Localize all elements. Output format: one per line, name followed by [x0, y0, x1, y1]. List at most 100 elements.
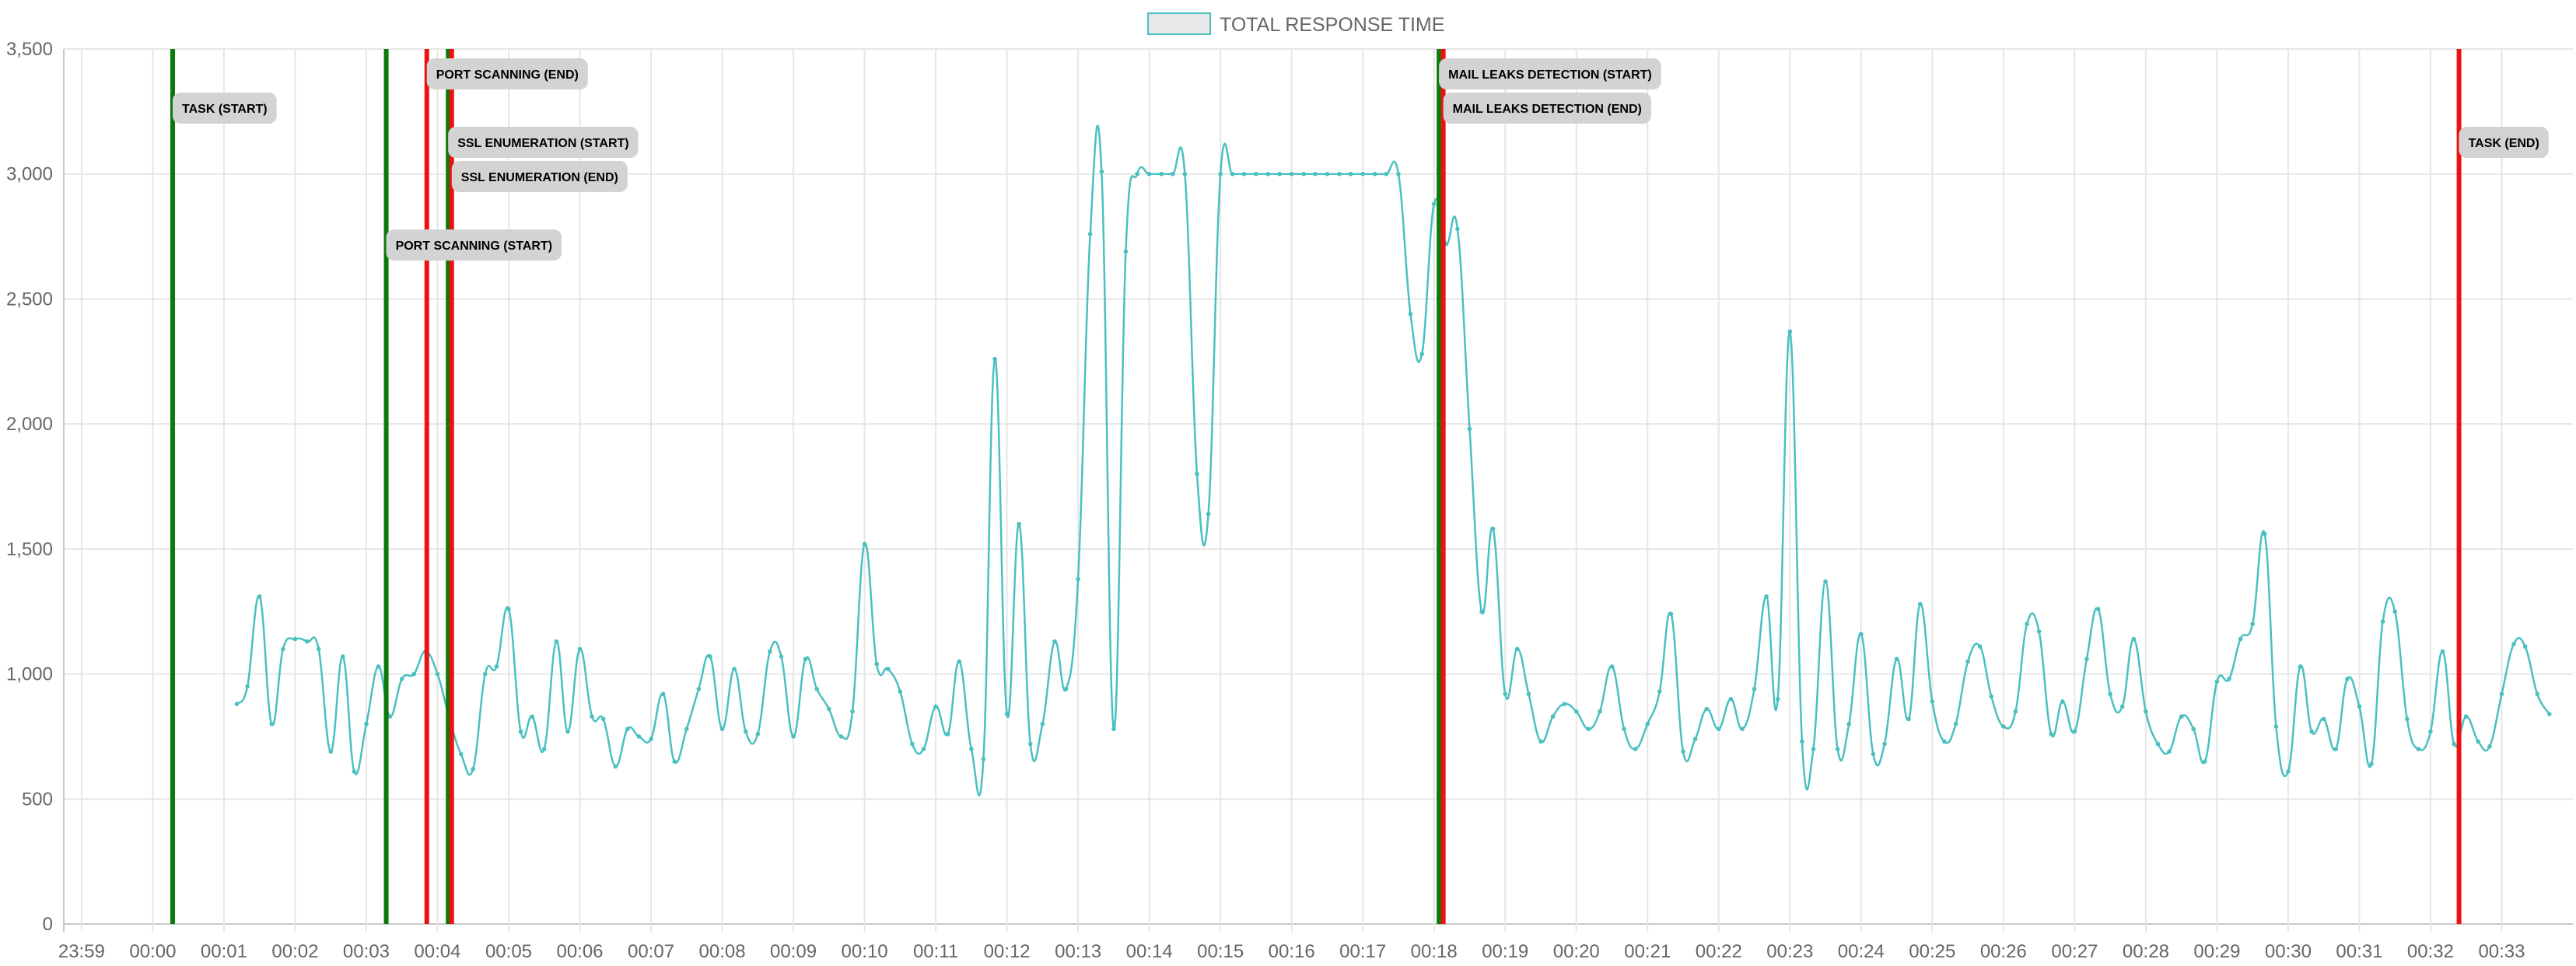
- data-point[interactable]: [1455, 226, 1460, 232]
- data-point[interactable]: [577, 646, 583, 652]
- data-point[interactable]: [1040, 722, 1045, 726]
- data-point[interactable]: [1111, 726, 1116, 732]
- data-point[interactable]: [1182, 171, 1188, 177]
- data-point[interactable]: [732, 667, 737, 671]
- data-point[interactable]: [1930, 699, 1935, 704]
- data-point[interactable]: [1514, 646, 1520, 652]
- data-point[interactable]: [257, 594, 262, 599]
- data-point[interactable]: [316, 646, 321, 652]
- data-point[interactable]: [2108, 691, 2112, 697]
- data-point[interactable]: [1431, 201, 1437, 207]
- data-point[interactable]: [2380, 619, 2385, 624]
- data-point[interactable]: [1313, 171, 1318, 177]
- data-point[interactable]: [1123, 249, 1129, 254]
- data-point[interactable]: [1195, 471, 1199, 477]
- data-point[interactable]: [1052, 639, 1057, 644]
- data-point[interactable]: [1004, 712, 1010, 716]
- data-point[interactable]: [1894, 656, 1899, 662]
- data-point[interactable]: [2440, 649, 2445, 654]
- data-point[interactable]: [625, 726, 630, 732]
- data-point[interactable]: [1764, 594, 1769, 599]
- data-point[interactable]: [2072, 729, 2077, 734]
- data-point[interactable]: [1882, 741, 1887, 747]
- data-point[interactable]: [2203, 759, 2207, 764]
- data-point[interactable]: [1490, 527, 1496, 531]
- data-point[interactable]: [328, 749, 333, 754]
- data-point[interactable]: [554, 639, 559, 644]
- data-point[interactable]: [1419, 352, 1424, 356]
- data-point[interactable]: [541, 747, 547, 751]
- data-point[interactable]: [1230, 171, 1235, 177]
- data-point[interactable]: [1550, 714, 1556, 719]
- data-point[interactable]: [2463, 714, 2469, 719]
- data-point[interactable]: [1835, 747, 1840, 751]
- data-point[interactable]: [850, 709, 855, 714]
- data-point[interactable]: [1573, 709, 1579, 714]
- data-point[interactable]: [2227, 677, 2231, 681]
- data-point[interactable]: [234, 702, 240, 706]
- data-point[interactable]: [1622, 726, 1626, 732]
- data-point[interactable]: [458, 751, 464, 757]
- data-point[interactable]: [684, 726, 689, 732]
- data-point[interactable]: [2321, 716, 2326, 722]
- data-point[interactable]: [600, 716, 606, 722]
- data-point[interactable]: [803, 656, 808, 662]
- data-point[interactable]: [1906, 716, 1911, 722]
- data-point[interactable]: [435, 671, 440, 677]
- data-point[interactable]: [814, 687, 820, 691]
- data-point[interactable]: [1063, 687, 1069, 691]
- data-point[interactable]: [1017, 521, 1021, 527]
- data-point[interactable]: [305, 639, 310, 644]
- data-point[interactable]: [1479, 609, 1484, 614]
- legend-label[interactable]: TOTAL RESPONSE TIME: [1220, 14, 1444, 36]
- data-point[interactable]: [1859, 632, 1864, 636]
- data-point[interactable]: [1668, 611, 1674, 617]
- data-point[interactable]: [1301, 171, 1307, 177]
- data-point[interactable]: [1846, 722, 1852, 726]
- data-point[interactable]: [518, 729, 523, 734]
- data-point[interactable]: [2476, 739, 2481, 744]
- data-point[interactable]: [1503, 691, 1508, 697]
- data-point[interactable]: [743, 729, 748, 734]
- data-point[interactable]: [1538, 739, 1543, 744]
- legend[interactable]: TOTAL RESPONSE TIME: [1147, 12, 1444, 36]
- data-point[interactable]: [471, 766, 476, 772]
- data-point[interactable]: [1740, 726, 1745, 732]
- data-point[interactable]: [292, 636, 298, 642]
- data-point[interactable]: [1384, 171, 1389, 177]
- data-point[interactable]: [2250, 621, 2255, 627]
- data-point[interactable]: [2179, 714, 2184, 719]
- data-point[interactable]: [838, 734, 844, 739]
- data-point[interactable]: [2286, 769, 2291, 774]
- data-point[interactable]: [2452, 741, 2456, 747]
- data-point[interactable]: [1159, 171, 1164, 177]
- data-point[interactable]: [565, 729, 570, 734]
- data-point[interactable]: [1206, 512, 1211, 516]
- data-point[interactable]: [2546, 712, 2552, 716]
- data-point[interactable]: [2404, 716, 2410, 722]
- data-point[interactable]: [1633, 747, 1638, 751]
- data-point[interactable]: [2522, 644, 2528, 649]
- data-point[interactable]: [2060, 699, 2065, 704]
- data-point[interactable]: [1277, 171, 1282, 177]
- data-point[interactable]: [245, 684, 250, 689]
- data-point[interactable]: [791, 734, 796, 739]
- data-point[interactable]: [719, 726, 725, 732]
- data-point[interactable]: [1360, 171, 1365, 177]
- data-point[interactable]: [387, 714, 392, 719]
- data-point[interactable]: [2119, 704, 2125, 709]
- data-point[interactable]: [2191, 726, 2196, 732]
- data-point[interactable]: [340, 654, 345, 659]
- data-point[interactable]: [482, 671, 488, 677]
- data-point[interactable]: [1942, 739, 1947, 744]
- data-point[interactable]: [1775, 696, 1780, 702]
- data-point[interactable]: [921, 747, 926, 751]
- data-point[interactable]: [1752, 687, 1757, 691]
- data-point[interactable]: [2084, 656, 2089, 662]
- data-point[interactable]: [992, 356, 997, 362]
- data-point[interactable]: [2095, 607, 2101, 611]
- data-point[interactable]: [1325, 171, 1330, 177]
- data-point[interactable]: [1823, 579, 1828, 584]
- data-point[interactable]: [1645, 722, 1650, 726]
- data-point[interactable]: [885, 667, 891, 671]
